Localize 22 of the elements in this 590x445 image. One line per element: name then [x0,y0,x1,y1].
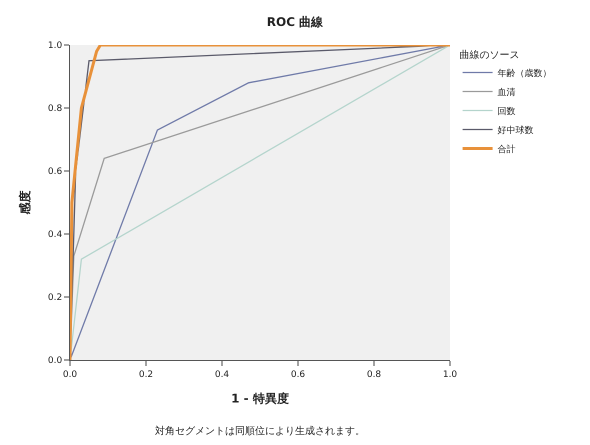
chart-title: ROC 曲線 [266,15,324,30]
x-tick-label: 0.2 [138,370,154,380]
y-tick-label: 1.0 [48,41,62,52]
legend-label: 合計 [498,144,516,156]
y-tick-label: 0.8 [48,104,62,114]
x-tick-label: 0.8 [366,370,382,380]
legend-label: 回数 [498,106,516,118]
legend-label: 血清 [498,87,516,98]
x-axis-title: 1 - 特異度 [231,392,289,406]
legend-label: 好中球数 [498,125,534,136]
y-tick-label: 0.2 [48,293,62,304]
x-tick-label: 1.0 [442,370,458,380]
x-tick-label: 0.0 [62,370,78,380]
legend-title: 曲線のソース [460,49,520,61]
legend-label: 年齢（歳数） [498,68,552,80]
y-axis-title: 感度 [18,190,32,216]
y-tick-label: 0.0 [48,356,62,366]
text: 対角セグメントは同順位により生成されます。 [155,425,365,437]
y-tick-label: 0.4 [48,230,62,240]
x-tick-label: 0.6 [290,370,306,380]
y-tick-label: 0.6 [48,167,62,178]
x-tick-label: 0.4 [214,370,230,380]
